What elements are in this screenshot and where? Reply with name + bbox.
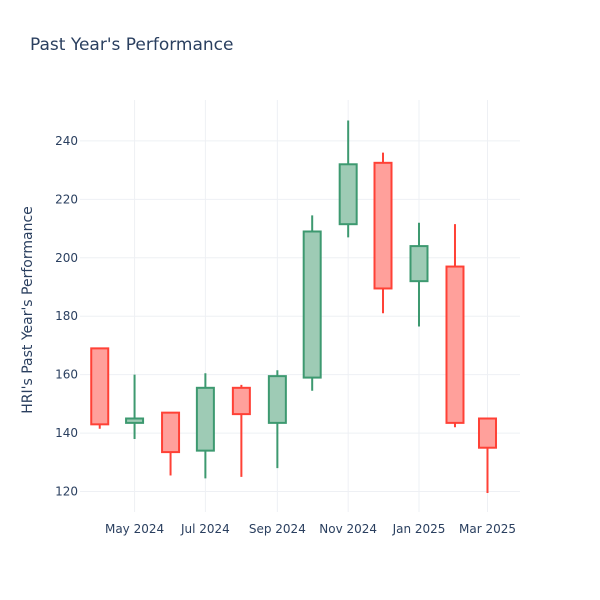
y-tick-label: 240 bbox=[55, 134, 78, 148]
x-tick-label: Sep 2024 bbox=[249, 522, 306, 536]
candle-body bbox=[302, 230, 322, 379]
candle bbox=[195, 373, 215, 479]
chart-title: Past Year's Performance bbox=[30, 35, 234, 55]
x-tick-label: Jul 2024 bbox=[180, 522, 230, 536]
y-axis-label: HRI's Past Year's Performance bbox=[20, 206, 36, 414]
x-tick-label: May 2024 bbox=[105, 522, 164, 536]
candle-body bbox=[445, 265, 465, 424]
x-tick-label: Nov 2024 bbox=[319, 522, 377, 536]
x-axis-ticks: May 2024 Jul 2024 Sep 2024 Nov 2024 Jan 2025… bbox=[105, 522, 516, 536]
candles bbox=[90, 120, 497, 494]
y-tick-label: 220 bbox=[55, 192, 78, 206]
candle bbox=[125, 374, 145, 439]
candle-body bbox=[373, 161, 393, 290]
candle bbox=[231, 384, 251, 477]
candle-body bbox=[195, 386, 215, 452]
candle-body bbox=[125, 417, 145, 424]
y-tick-label: 120 bbox=[55, 485, 78, 499]
candle-body bbox=[409, 245, 429, 283]
candle bbox=[302, 215, 322, 391]
candle-body bbox=[267, 375, 287, 424]
y-tick-label: 200 bbox=[55, 251, 78, 265]
y-tick-label: 140 bbox=[55, 426, 78, 440]
candle-body bbox=[477, 417, 497, 449]
candle-body bbox=[161, 411, 181, 454]
y-tick-label: 160 bbox=[55, 368, 78, 382]
candle bbox=[267, 370, 287, 469]
candle-body bbox=[338, 163, 358, 226]
candle bbox=[90, 347, 110, 429]
y-axis-ticks: 120 140 160 180 200 220 240 bbox=[55, 134, 78, 499]
x-tick-label: Mar 2025 bbox=[459, 522, 516, 536]
x-tick-label: Jan 2025 bbox=[392, 522, 446, 536]
candle bbox=[161, 411, 181, 476]
candle-body bbox=[90, 347, 110, 426]
candle bbox=[477, 417, 497, 494]
candle-body bbox=[231, 386, 251, 416]
candle bbox=[409, 222, 429, 327]
y-tick-label: 180 bbox=[55, 309, 78, 323]
candle bbox=[373, 152, 393, 314]
candle bbox=[338, 120, 358, 238]
candle bbox=[445, 224, 465, 428]
